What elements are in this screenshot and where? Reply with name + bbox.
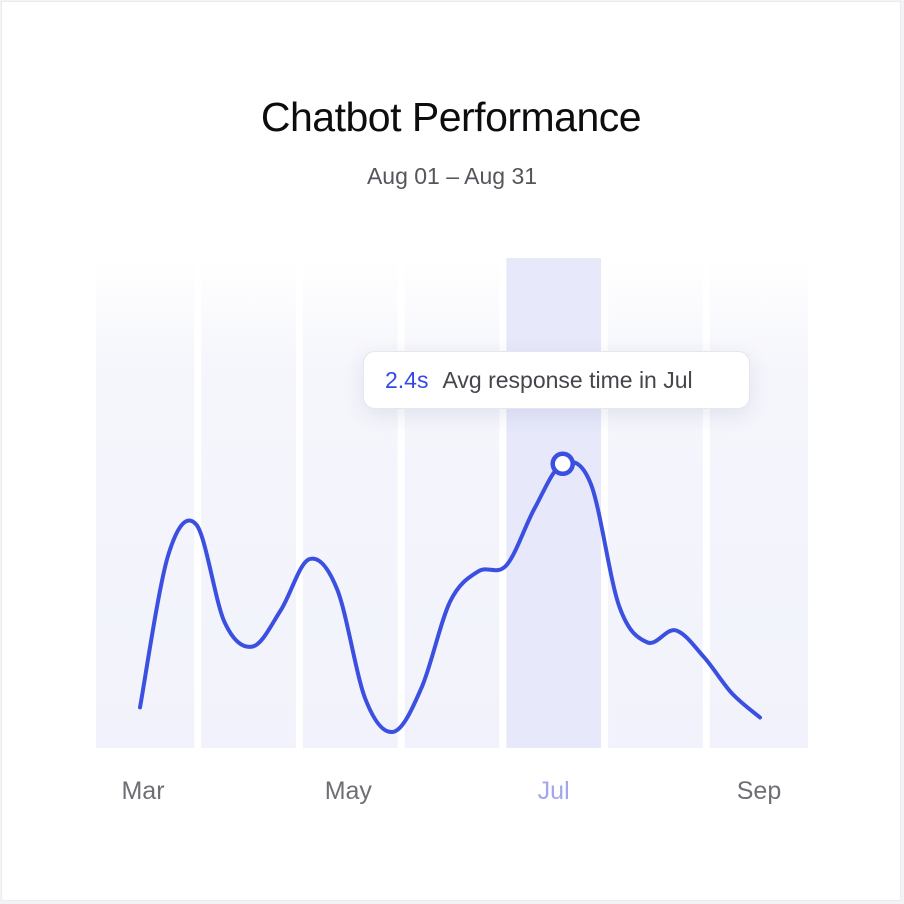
- x-tick-label-sep: Sep: [737, 777, 781, 805]
- tooltip-label: Avg response time in Jul: [442, 366, 693, 393]
- highlight-point[interactable]: [550, 451, 575, 477]
- tooltip-value: 2.4s: [385, 366, 429, 393]
- x-tick-label-mar: Mar: [121, 777, 164, 805]
- x-tick-label-jul: Jul: [538, 777, 570, 805]
- series-line: [138, 459, 762, 734]
- chart-subtitle: Aug 01 – Aug 31: [366, 163, 538, 189]
- x-tick-label-may: May: [325, 777, 373, 805]
- value-tooltip: 2.4s Avg response time in Jul: [363, 351, 750, 409]
- chart-title: Chatbot Performance: [260, 94, 642, 140]
- background-column: [302, 258, 398, 748]
- background-column: [201, 258, 296, 748]
- background-column: [404, 258, 500, 748]
- background-column: [608, 258, 703, 748]
- highlight-column: [506, 258, 602, 748]
- background-column: [709, 258, 808, 748]
